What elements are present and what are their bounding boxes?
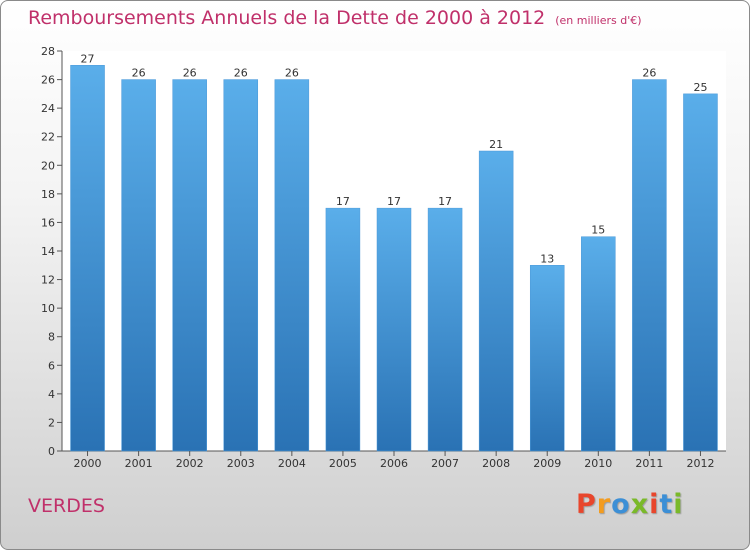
data-label: 17 [387,195,401,208]
y-tick-label: 20 [41,159,55,172]
x-tick-label: 2005 [329,457,357,470]
bar [529,265,565,452]
x-tick-label: 2001 [125,457,153,470]
data-label: 26 [642,67,656,80]
bar [376,207,412,452]
place-name: VERDES [28,495,105,517]
logo-letter: x [630,489,650,520]
y-tick-label: 8 [48,331,55,344]
logo-letter: i [673,489,684,520]
x-tick-label: 2003 [227,457,255,470]
y-tick-label: 26 [41,74,55,87]
data-label: 17 [438,195,452,208]
data-label: 21 [489,138,503,151]
y-tick-label: 18 [41,188,55,201]
bar [121,79,156,452]
data-label: 27 [81,52,95,65]
data-label: 15 [591,224,605,237]
data-label: 26 [234,67,248,80]
x-tick-label: 2000 [74,457,102,470]
data-label: 17 [336,195,350,208]
x-tick-label: 2011 [635,457,663,470]
y-tick-label: 4 [48,388,55,401]
brand-logo: Proxiti [576,489,684,520]
chart-title: Remboursements Annuels de la Dette de 20… [28,7,546,29]
bar [478,150,514,452]
bar [427,207,463,452]
title-row: Remboursements Annuels de la Dette de 20… [28,7,642,29]
x-tick-label: 2007 [431,457,459,470]
bar [325,207,361,452]
y-tick-label: 12 [41,274,55,287]
data-label: 26 [132,67,146,80]
x-tick-label: 2008 [482,457,510,470]
bars [70,65,718,452]
y-tick-label: 0 [48,445,55,458]
y-tick-label: 2 [48,416,55,429]
x-tick-label: 2012 [686,457,714,470]
x-tick-label: 2010 [584,457,612,470]
bar [70,65,105,452]
bar [632,79,667,452]
x-tick-label: 2004 [278,457,306,470]
y-tick-label: 28 [41,45,55,58]
x-tick-label: 2006 [380,457,408,470]
logo-letter: i [649,489,660,520]
data-label: 13 [540,252,554,265]
x-axis-ticks: 2000 2001 2002 2003 2004 2005 2006 2007 2008 2009… [74,451,714,470]
data-label: 25 [693,81,707,94]
bar [683,93,718,452]
bar [223,79,259,452]
logo-letter: o [611,489,631,520]
bar [581,236,616,452]
data-label: 26 [183,67,197,80]
logo-letter: r [596,489,612,520]
bar [274,79,310,452]
y-tick-label: 16 [41,216,55,229]
x-tick-label: 2002 [176,457,204,470]
y-tick-label: 24 [41,102,55,115]
logo-letter: P [576,489,597,520]
data-labels: 27 26 26 26 26 17 17 17 21 13 15 26 25 [81,52,708,265]
logo-letter: t [659,489,674,520]
y-tick-label: 10 [41,302,55,315]
x-tick-label: 2009 [533,457,561,470]
data-label: 26 [285,67,299,80]
y-tick-label: 22 [41,131,55,144]
y-tick-label: 14 [41,245,55,258]
bar [172,79,207,452]
y-tick-label: 6 [48,359,55,372]
chart-subtitle: (en milliers d'€) [555,14,642,27]
